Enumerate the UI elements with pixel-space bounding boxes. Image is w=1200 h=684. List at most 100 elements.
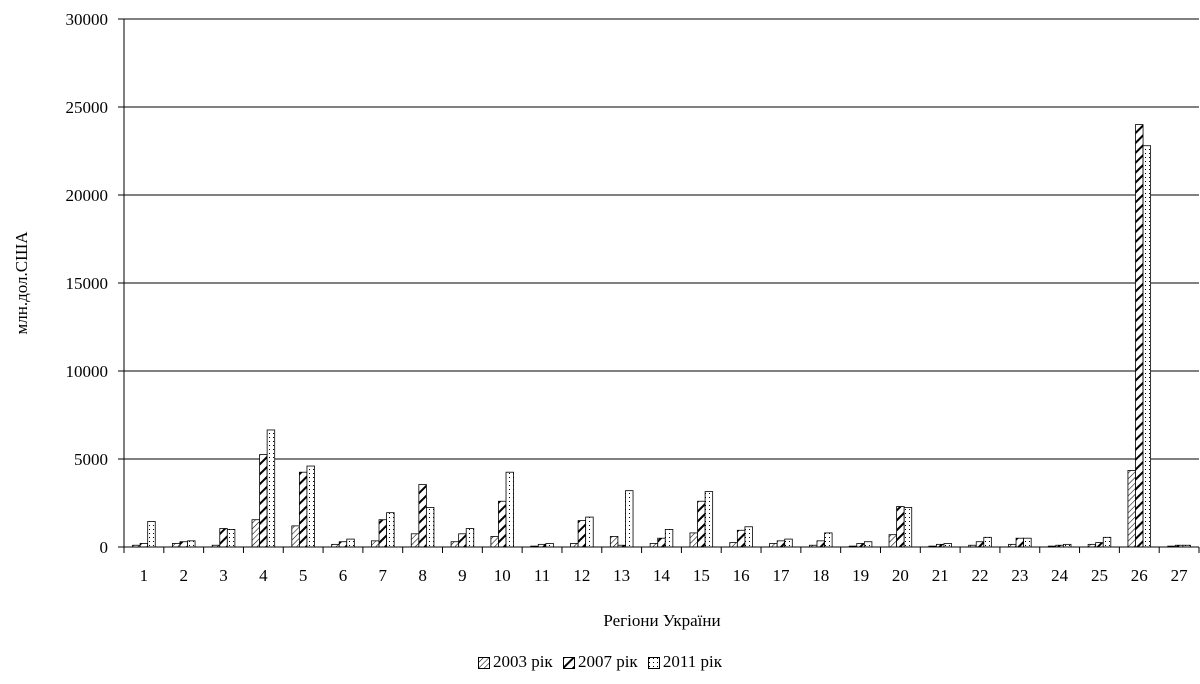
x-tick-label: 25: [1091, 566, 1108, 585]
x-tick-label: 18: [812, 566, 829, 585]
x-tick-label: 3: [219, 566, 228, 585]
y-axis-title: млн.дол.США: [12, 231, 31, 335]
bar-2011-3: [226, 529, 236, 548]
bar-2011-13: [625, 490, 634, 548]
legend-item-2003: 2003 рік: [477, 652, 553, 672]
bar-2011-22: [983, 536, 992, 548]
gridlines: [124, 18, 1199, 460]
bar-2011-10: [505, 471, 514, 548]
x-tick-label: 2: [179, 566, 188, 585]
bar-2011-17: [784, 538, 793, 548]
x-tick-label: 8: [418, 566, 427, 585]
bar-2007-25: [1095, 542, 1104, 548]
y-tick-label: 25000: [66, 98, 109, 117]
x-tick-label: 9: [458, 566, 467, 585]
bar-2007-18: [816, 540, 825, 548]
bar-2003-9: [450, 541, 460, 548]
x-tick-label: 7: [379, 566, 388, 585]
bar-2003-17: [769, 543, 778, 548]
bar-2007-20: [896, 506, 905, 548]
x-tick-label: 17: [772, 566, 790, 585]
y-tick-label: 0: [100, 538, 109, 557]
bar-2003-2: [171, 543, 181, 548]
bar-2007-4: [259, 454, 268, 548]
y-tick-label: 5000: [74, 450, 108, 469]
x-axis-title: Регіони України: [603, 611, 720, 630]
legend-swatch-diagonal-thick: [562, 657, 575, 669]
legend: 2003 рік 2007 рік 2011 рік: [0, 652, 1200, 672]
x-tick-label: 5: [299, 566, 308, 585]
x-tick-label: 4: [259, 566, 268, 585]
bar-2007-2: [179, 541, 188, 548]
x-tick-label: 10: [494, 566, 511, 585]
y-tick-label: 10000: [66, 362, 109, 381]
legend-label-2003: 2003 рік: [492, 652, 553, 671]
x-tick-label: 6: [339, 566, 348, 585]
bar-2007-26: [1135, 124, 1144, 548]
y-tick-label: 20000: [66, 186, 109, 205]
legend-swatch-dotted: [647, 657, 660, 669]
bar-2011-1: [147, 521, 156, 548]
bar-2007-5: [298, 471, 308, 548]
x-tick-label: 20: [892, 566, 909, 585]
bar-2007-1: [139, 543, 149, 548]
bar-2007-12: [577, 520, 587, 548]
x-tick-label: 15: [693, 566, 710, 585]
bar-2011-20: [903, 506, 913, 548]
bar-2011-2: [187, 540, 196, 548]
bars: [132, 124, 1191, 548]
bar-2011-16: [744, 526, 753, 548]
bar-2007-8: [418, 484, 427, 548]
axes: [118, 18, 1200, 553]
bar-2011-4: [266, 429, 276, 548]
y-tick-label: 15000: [66, 274, 109, 293]
bar-2007-10: [498, 500, 507, 548]
bar-2003-10: [490, 536, 499, 548]
bar-2011-8: [425, 506, 435, 548]
bar-2011-23: [1023, 537, 1032, 548]
x-tick-label: 26: [1131, 566, 1148, 585]
bar-2007-9: [458, 533, 467, 548]
bar-2007-16: [736, 529, 746, 548]
bar-2011-11: [545, 543, 554, 548]
bar-2007-17: [776, 540, 786, 548]
bar-2011-19: [863, 541, 873, 548]
x-tick-label: 14: [653, 566, 671, 585]
bar-2011-7: [386, 512, 395, 548]
bar-2007-3: [219, 528, 228, 548]
bar-2003-13: [609, 536, 619, 548]
x-tick-label: 12: [573, 566, 590, 585]
bar-2011-15: [704, 491, 714, 548]
bar-2007-23: [1015, 537, 1025, 548]
x-tick-labels: 1 2 3 4 5 6 7 8 9 10 11 12 13 14 15 16 17 18 19 20 21 22 23 24 2…: [140, 566, 1188, 585]
y-tick-label: 30000: [66, 10, 109, 29]
x-tick-label: 23: [1011, 566, 1028, 585]
bar-2003-12: [570, 543, 579, 548]
x-tick-label: 27: [1171, 566, 1189, 585]
bar-2011-5: [306, 465, 315, 548]
legend-swatch-diagonal-thin: [477, 657, 490, 669]
y-tick-labels: 0 5000 10000 15000 20000 25000 30000: [66, 10, 109, 557]
bar-2003-26: [1127, 470, 1136, 548]
bar-2011-12: [585, 516, 594, 548]
bar-2003-20: [888, 534, 898, 548]
bar-2007-22: [975, 541, 985, 548]
bar-2003-5: [291, 525, 300, 548]
bar-2007-15: [697, 500, 706, 548]
x-tick-label: 22: [972, 566, 989, 585]
bar-2003-7: [371, 540, 380, 548]
bar-2003-15: [689, 532, 698, 548]
legend-label-2007: 2007 рік: [577, 652, 638, 671]
bar-2011-26: [1142, 145, 1152, 548]
bar-2011-14: [664, 529, 674, 548]
bar-2003-16: [729, 542, 738, 548]
bar-2003-14: [649, 543, 659, 548]
x-tick-label: 1: [140, 566, 149, 585]
x-tick-label: 11: [534, 566, 550, 585]
legend-label-2011: 2011 рік: [662, 652, 723, 671]
bar-2003-8: [410, 533, 420, 548]
x-tick-label: 19: [852, 566, 869, 585]
bar-2011-25: [1102, 536, 1112, 548]
legend-item-2011: 2011 рік: [647, 652, 723, 672]
